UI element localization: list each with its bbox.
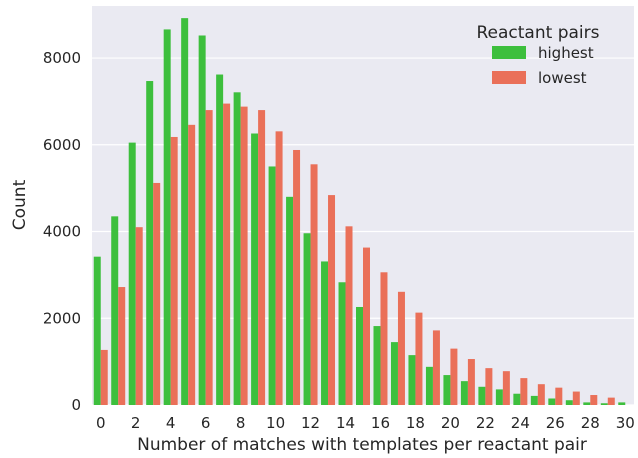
bar-highest-4 <box>163 29 171 406</box>
bar-lowest-3 <box>153 182 161 405</box>
bar-highest-9 <box>251 133 259 405</box>
legend-swatch-lowest <box>492 71 526 84</box>
bar-lowest-27 <box>572 391 580 405</box>
bar-lowest-11 <box>293 149 301 405</box>
bar-highest-27 <box>565 400 573 405</box>
bar-highest-13 <box>321 261 329 405</box>
bar-lowest-24 <box>520 378 528 405</box>
x-tick-label: 2 <box>131 414 141 432</box>
bar-lowest-8 <box>240 106 248 405</box>
bar-highest-18 <box>408 355 416 405</box>
x-tick-label: 8 <box>236 414 246 432</box>
y-tick-label: 4000 <box>43 223 81 241</box>
y-tick-label: 2000 <box>43 309 81 327</box>
bar-highest-16 <box>373 326 381 405</box>
x-tick-label: 12 <box>301 414 320 432</box>
y-tick-label: 8000 <box>43 49 81 67</box>
x-tick-label: 22 <box>476 414 495 432</box>
bar-lowest-20 <box>450 348 458 405</box>
bar-highest-22 <box>478 386 486 405</box>
bar-lowest-28 <box>590 395 598 405</box>
x-axis-ticks: 0 2 4 6 8 10 12 14 16 18 20 22 24 26 28 30 <box>96 414 635 432</box>
bar-lowest-14 <box>345 226 353 405</box>
bar-lowest-21 <box>467 359 475 405</box>
bar-lowest-25 <box>537 384 545 405</box>
bar-highest-25 <box>530 395 538 405</box>
bar-lowest-9 <box>258 110 266 405</box>
x-tick-label: 30 <box>616 414 635 432</box>
bar-highest-5 <box>181 18 189 405</box>
legend-label-lowest: lowest <box>538 69 587 87</box>
y-tick-label: 6000 <box>43 136 81 154</box>
bar-highest-26 <box>548 398 556 405</box>
x-tick-label: 16 <box>371 414 390 432</box>
bar-lowest-1 <box>118 287 126 405</box>
legend-label-highest: highest <box>538 44 594 62</box>
bar-highest-17 <box>390 342 398 405</box>
bar-highest-19 <box>425 366 433 405</box>
bar-highest-28 <box>583 402 591 405</box>
y-axis-ticks: 0 2000 4000 6000 8000 <box>43 49 81 414</box>
legend-swatch-highest <box>492 46 526 59</box>
bar-lowest-19 <box>432 330 440 405</box>
x-tick-label: 0 <box>96 414 106 432</box>
bar-lowest-16 <box>380 272 388 405</box>
bar-lowest-12 <box>310 164 318 405</box>
bar-lowest-26 <box>555 387 563 405</box>
x-tick-label: 18 <box>406 414 425 432</box>
bar-highest-15 <box>356 306 363 405</box>
bar-lowest-29 <box>607 397 615 405</box>
bar-highest-6 <box>198 35 206 405</box>
bar-highest-12 <box>303 233 311 405</box>
bar-lowest-18 <box>415 312 423 405</box>
bar-highest-2 <box>128 142 136 405</box>
bar-highest-8 <box>233 92 241 406</box>
bar-highest-10 <box>268 166 276 405</box>
bar-lowest-5 <box>188 124 196 405</box>
x-tick-label: 20 <box>441 414 460 432</box>
bar-lowest-15 <box>363 247 370 405</box>
bars <box>93 18 626 406</box>
bar-highest-7 <box>216 74 224 405</box>
bar-lowest-6 <box>205 110 213 405</box>
bar-highest-30 <box>618 402 626 405</box>
bar-lowest-10 <box>275 131 283 405</box>
bar-highest-20 <box>443 375 451 405</box>
bar-highest-11 <box>286 196 294 405</box>
legend-title: Reactant pairs <box>477 23 600 43</box>
bar-lowest-2 <box>135 227 143 405</box>
bar-lowest-22 <box>485 368 493 405</box>
bar-lowest-23 <box>502 371 510 405</box>
x-tick-label: 24 <box>511 414 530 432</box>
x-tick-label: 6 <box>201 414 211 432</box>
bar-highest-21 <box>460 381 468 405</box>
legend: Reactant pairs highest lowest <box>477 23 600 87</box>
bar-highest-1 <box>111 216 119 405</box>
x-axis-label: Number of matches with templates per rea… <box>137 435 587 455</box>
x-tick-label: 4 <box>166 414 176 432</box>
bar-highest-14 <box>338 282 346 405</box>
bar-highest-24 <box>513 393 521 405</box>
bar-highest-3 <box>146 81 154 405</box>
x-tick-label: 10 <box>266 414 285 432</box>
y-axis-label: Count <box>10 179 30 230</box>
x-tick-label: 28 <box>581 414 600 432</box>
bar-lowest-13 <box>328 195 336 405</box>
bar-highest-0 <box>93 256 101 405</box>
bar-highest-23 <box>495 389 503 405</box>
bar-lowest-4 <box>170 136 178 406</box>
bar-lowest-17 <box>397 291 405 405</box>
x-tick-label: 14 <box>336 414 355 432</box>
y-tick-label: 0 <box>71 396 81 414</box>
bar-lowest-7 <box>223 103 231 406</box>
bar-highest-29 <box>600 403 608 405</box>
bar-lowest-0 <box>100 349 108 405</box>
x-tick-label: 26 <box>546 414 565 432</box>
